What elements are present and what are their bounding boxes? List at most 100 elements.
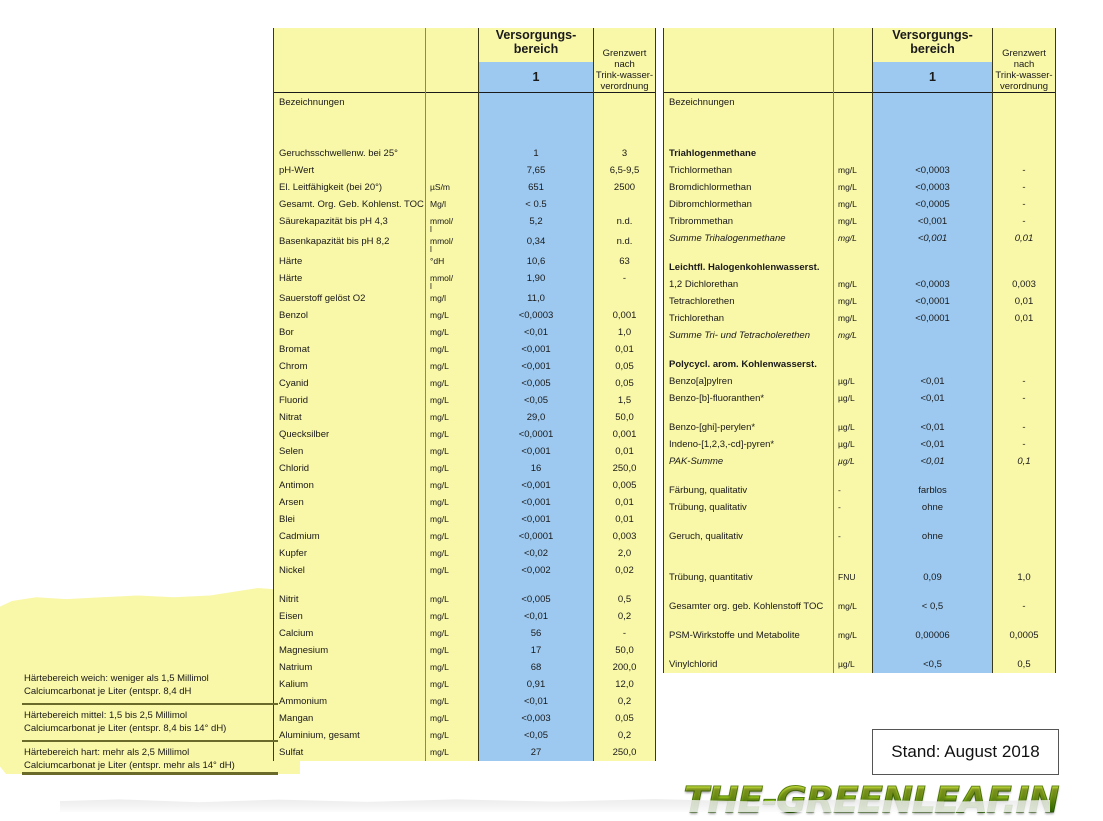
row-unit: °dH [425,253,479,270]
spacer-cell-label [663,557,834,569]
row-unit: mg/L [425,545,479,562]
row-label: Blei [273,511,426,528]
table-row: Quecksilber mg/L <0,0001 0,001 [273,426,656,443]
row-label: Sauerstoff gelöst O2 [273,290,426,307]
legend-medium-line2: Calciumcarbonat je Liter (entspr. 8,4 bi… [24,722,227,734]
spacer-cell-limit [992,470,1056,482]
table-row: Trichlorethan mg/L <0,0001 0,01 [663,310,1056,327]
row-measured-value: <0,01 [872,436,993,453]
table-spacer-row [273,113,656,133]
spacer-cell-unit [833,247,873,259]
table-row: Leichtfl. Halogenkohlenwasserst. [663,259,1056,276]
spacer-cell-value [872,644,993,656]
spacer-cell-limit [593,133,656,145]
supply-area-number: 1 [479,62,593,92]
table-row: Eisen mg/L <0,01 0,2 [273,608,656,625]
row-measured-value [872,327,993,344]
spacer-cell-label [663,615,834,627]
row-measured-value: ohne [872,499,993,516]
table-row: Härte °dH 10,6 63 [273,253,656,270]
row-measured-value: <0,0003 [872,179,993,196]
row-label: Mangan [273,710,426,727]
table-row: Härte mmol/l 1,90- [273,270,656,290]
table-row: Aluminium, gesamt mg/L <0,05 0,2 [273,727,656,744]
row-limit-value [992,327,1056,344]
row-limit-value: - [992,179,1056,196]
row-label: Benzo-[b]-fluoranthen* [663,390,834,407]
row-measured-value: 5,2 [478,213,594,233]
table-spacer-row [663,557,1056,569]
supply-area-line1: Versorgungs- [495,28,577,42]
row-label: Vinylchlorid [663,656,834,673]
row-limit-value: 0,1 [992,453,1056,470]
row-measured-value: <0,01 [478,608,594,625]
row-label: Bromat [273,341,426,358]
row-measured-value: <0,5 [872,656,993,673]
legend-hard-line2: Calciumcarbonat je Liter (entspr. mehr a… [24,759,235,771]
limit-label-line1: Grenzwert nach [602,48,647,70]
spacer-cell-unit [425,579,479,591]
table-spacer-row [663,113,1056,133]
table-spacer-row [663,133,1056,145]
table-row: Trübung, qualitativ - ohne [663,499,1056,516]
row-unit: µg/L [833,453,873,470]
spacer-cell-value [872,133,993,145]
row-measured-value: <0,0005 [872,196,993,213]
row-measured-value: 1,90 [478,270,594,290]
table-row: Trichlormethan mg/L <0,0003- [663,162,1056,179]
row-unit: FNU [833,569,873,586]
row-measured-value: 10,6 [478,253,594,270]
row-unit: mg/L [833,598,873,615]
spacer-cell-unit [833,557,873,569]
spacer-cell-label [663,470,834,482]
limit-label-line2-right: Trink-wasser- [995,70,1053,81]
row-limit-value: 12,0 [593,676,656,693]
header-limit-value-left: Grenzwert nach Trink-wasser- verordnung [593,28,656,93]
table-row: Magnesium mg/L 17 50,0 [273,642,656,659]
row-unit: mg/L [833,327,873,344]
table-row: Indeno-[1,2,3,-cd]-pyren* µg/L <0,01- [663,436,1056,453]
row-unit: mg/L [425,426,479,443]
row-unit: mg/L [833,276,873,293]
row-label: Basenkapazität bis pH 8,2 [273,233,426,253]
row-label: 1,2 Dichlorethan [663,276,834,293]
row-unit: mg/l [425,290,479,307]
row-label: Indeno-[1,2,3,-cd]-pyren* [663,436,834,453]
table-row: Trübung, quantitativ FNU 0,09 1,0 [663,569,1056,586]
legend-bottom-rule [22,772,278,775]
row-measured-value [478,92,594,113]
table-spacer-row [663,516,1056,528]
row-limit-value: 0,02 [593,562,656,579]
supply-area-number-right: 1 [873,62,992,92]
table-row: Arsen mg/L <0,001 0,01 [273,494,656,511]
water-analysis-table-left: Versorgungs- bereich 1 Grenzwert nach Tr… [273,28,656,761]
legend-item-medium: Härtebereich mittel: 1,5 bis 2,5 Millimo… [22,703,278,740]
stand-date-box: Stand: August 2018 [872,729,1059,775]
row-measured-value: 17 [478,642,594,659]
table-row: Fluorid mg/L <0,05 1,5 [273,392,656,409]
limit-label-line3-right: verordnung [999,81,1049,92]
table-row: Nitrat mg/L 29,0 50,0 [273,409,656,426]
row-unit: mg/L [833,310,873,327]
row-label: Eisen [273,608,426,625]
spacer-cell-value [478,579,594,591]
row-limit-value: 0,5 [992,656,1056,673]
spacer-cell-value [872,407,993,419]
spacer-cell-label [663,344,834,356]
table-row: Triahlogenmethane [663,145,1056,162]
row-unit: mg/L [833,213,873,230]
row-limit-value: - [992,213,1056,230]
legend-hard-line1: Härtebereich hart: mehr als 2,5 Millimol [24,747,190,758]
row-limit-value [992,499,1056,516]
table-row: PSM-Wirkstoffe und Metabolite mg/L 0,00006… [663,627,1056,644]
row-label: Summe Trihalogenmethane [663,230,834,247]
spacer-cell-limit [992,586,1056,598]
spacer-cell-unit [833,133,873,145]
row-unit: mg/L [425,324,479,341]
row-unit: - [833,482,873,499]
row-unit [425,92,479,113]
header-blank-unit-right [833,28,873,93]
row-label: Dibromchlormethan [663,196,834,213]
row-unit: µg/L [833,390,873,407]
row-limit-value: n.d. [593,233,656,253]
